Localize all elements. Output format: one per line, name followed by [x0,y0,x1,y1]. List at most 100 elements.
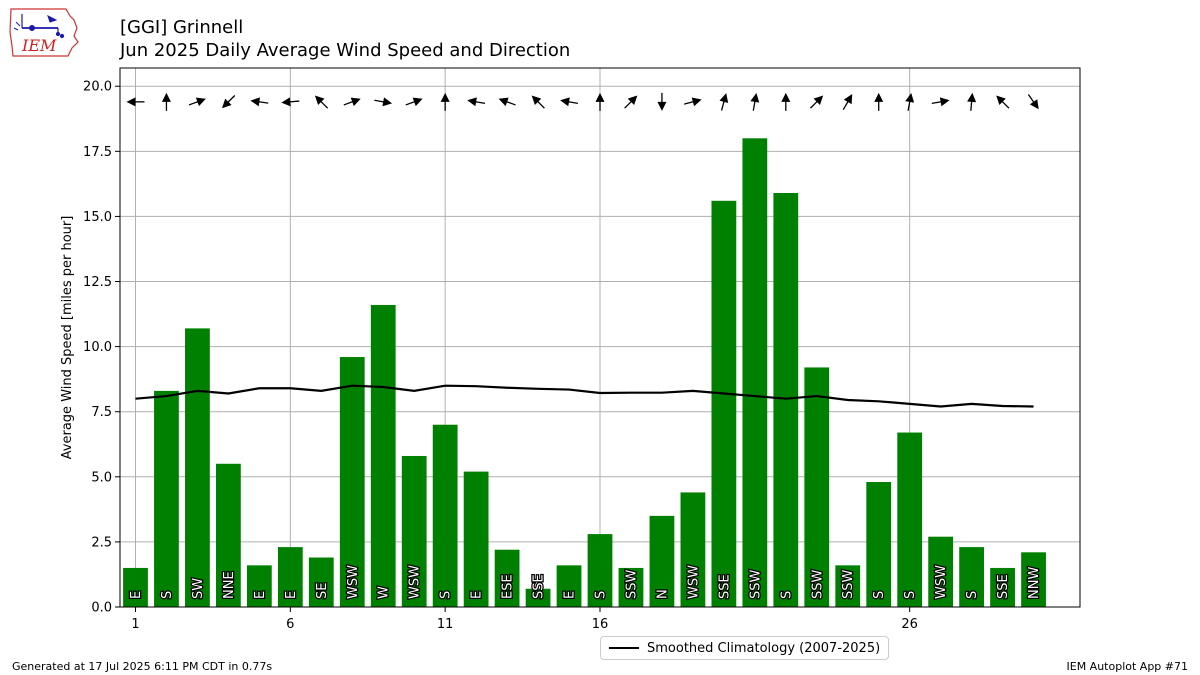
direction-label-day-1: E [129,591,144,599]
bar-day-6 [277,547,303,607]
wind-arrow-head-day-15 [560,97,570,107]
bar-day-9 [370,304,396,607]
chart-subtitle: Jun 2025 Daily Average Wind Speed and Di… [120,40,571,61]
wind-arrow-head-day-8 [350,97,361,107]
wind-arrow-day-11 [440,92,450,111]
wind-arrow-head-day-1 [126,97,136,107]
wind-chart: E S SW NNE E E SE WSW W WSW S E ESE SSE E S SSW N WSW SSE SS… [60,67,1081,632]
bar-day-4 [216,463,241,607]
wind-arrow-day-1 [126,97,145,107]
bar-day-3 [185,328,210,607]
y-tick-label-2: 5.0 [91,470,112,485]
bar-day-8 [339,357,365,607]
direction-label-day-17: SSW [624,569,639,599]
y-tick-label-0: 0.0 [91,601,112,616]
wind-arrow-head-day-27 [939,97,950,107]
direction-label-day-11: S [439,591,454,599]
legend-label-climatology: Smoothed Climatology (2007-2025) [647,640,881,656]
wind-arrow-day-17 [624,95,638,109]
wind-arrow-head-day-20 [719,93,729,104]
wind-arrow-day-23 [809,95,824,109]
direction-label-day-18: N [655,589,670,599]
wind-arrow-head-day-30 [1029,99,1039,110]
wind-arrow-day-21 [750,92,760,111]
x-tick-label-3: 16 [592,617,609,632]
wind-arrow-head-day-17 [627,95,638,106]
wind-arrow-day-4 [222,95,236,109]
logo-text: IEM [21,36,57,55]
bar-day-24 [835,565,861,607]
direction-label-day-21: SSW [748,569,763,599]
bar-day-11 [432,424,458,607]
direction-label-day-5: E [253,591,268,599]
wind-arrow-day-25 [874,92,884,111]
wind-arrow-day-22 [781,92,791,111]
direction-label-day-6: E [284,591,299,599]
bar-day-16 [587,534,613,607]
wind-arrow-day-10 [405,97,423,107]
x-tick-label-0: 1 [131,617,139,632]
wind-arrow-head-day-21 [750,92,760,103]
legend-swatch-climatology [609,647,639,649]
bar-day-1 [123,567,148,607]
wind-arrow-head-day-14 [531,95,542,106]
bar-day-2 [154,390,179,607]
y-tick-label-5: 12.5 [83,275,112,290]
x-tick-label-4: 26 [901,617,918,632]
direction-label-day-9: W [377,586,392,599]
wind-arrow-day-28 [967,92,977,111]
bar-day-10 [401,455,427,607]
bar-day-29 [990,567,1015,607]
bar-day-28 [959,547,984,607]
wind-arrow-head-day-28 [967,92,977,103]
wind-arrow-day-15 [560,97,579,107]
y-tick-label-6: 15.0 [83,210,112,225]
wind-arrow-head-day-25 [874,92,884,102]
wind-arrow-head-day-18 [657,101,667,111]
wind-arrow-day-19 [684,97,702,107]
wind-arrow-head-day-16 [595,92,605,102]
direction-label-day-10: WSW [408,565,423,599]
bar-day-27 [928,536,954,607]
iowa-state-outline-icon [9,8,79,57]
wind-arrow-head-day-23 [813,95,824,106]
direction-label-day-23: SSW [810,569,825,599]
wind-arrow-day-2 [161,92,171,111]
wind-arrow-head-day-3 [195,97,206,107]
wind-arrow-day-29 [996,95,1010,109]
y-axis-label: Average Wind Speed [miles per hour] [60,216,75,460]
wind-arrow-head-day-29 [996,95,1006,106]
direction-label-day-12: E [470,591,485,599]
bar-day-18 [649,515,675,607]
bar-day-23 [804,367,830,607]
direction-label-day-22: S [779,591,794,599]
wind-arrow-head-day-4 [222,98,232,109]
chart-title: [GGI] Grinnell [120,17,244,38]
bar-day-13 [494,549,520,607]
bar-day-7 [308,557,334,607]
direction-label-day-3: SW [191,578,206,599]
wind-arrow-day-24 [842,94,853,110]
bar-day-17 [618,567,644,607]
wind-arrow-day-14 [531,95,545,109]
direction-label-day-13: ESE [501,574,516,599]
wind-arrow-head-day-10 [412,97,423,107]
direction-label-day-28: S [965,591,980,599]
wind-arrow-day-27 [931,97,950,107]
direction-label-day-8: WSW [346,565,361,599]
wind-arrow-day-30 [1027,94,1039,110]
wind-arrow-head-day-24 [843,94,853,105]
bar-day-14 [525,588,551,607]
bar-day-15 [556,565,582,607]
x-tick-label-2: 11 [437,617,454,632]
direction-label-day-25: S [872,591,887,599]
app-label: IEM Autoplot App #71 [1066,660,1189,673]
wind-arrow-head-day-22 [781,92,791,102]
direction-label-day-15: E [563,591,578,599]
wind-arrow-day-18 [657,92,667,111]
wind-arrow-head-day-19 [691,97,702,107]
wind-arrow-day-7 [314,95,329,109]
bar-day-21 [742,138,768,607]
wind-arrow-head-day-6 [281,97,291,107]
bar-day-30 [1021,552,1046,607]
